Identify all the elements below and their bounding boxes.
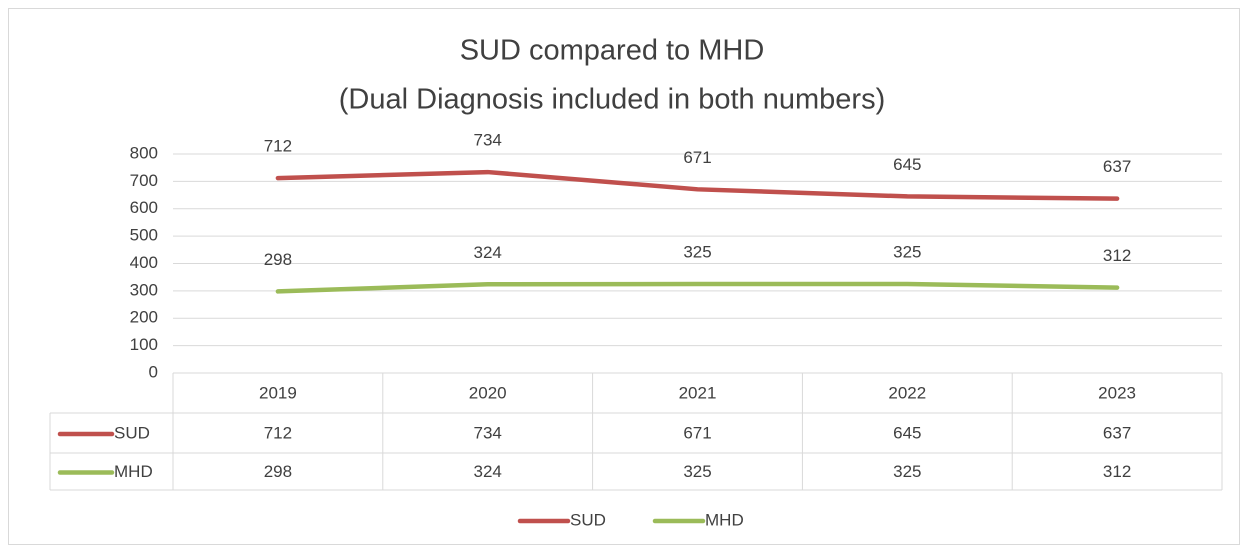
data-label: 325 (683, 243, 711, 262)
data-label: 734 (474, 131, 502, 150)
x-tick-label: 2021 (679, 383, 717, 402)
chart-title: SUD compared to MHD (460, 35, 765, 67)
legend-label: SUD (570, 510, 606, 529)
table-cell: 645 (893, 423, 921, 442)
data-label: 324 (474, 243, 502, 262)
x-tick-label: 2020 (469, 383, 507, 402)
series-line (275, 281, 1120, 294)
table-cell: 298 (264, 462, 292, 481)
y-tick-label: 200 (130, 308, 158, 327)
legend-label: MHD (705, 510, 744, 529)
table-series-name: SUD (114, 423, 150, 442)
chart-title: (Dual Diagnosis included in both numbers… (339, 84, 885, 116)
table-cell: 671 (683, 423, 711, 442)
data-label: 637 (1103, 157, 1131, 176)
table-cell: 312 (1103, 462, 1131, 481)
x-tick-label: 2023 (1098, 383, 1136, 402)
y-tick-label: 500 (130, 226, 158, 245)
y-tick-label: 400 (130, 253, 158, 272)
series-line (275, 169, 1120, 201)
chart-border (8, 8, 1240, 545)
data-label: 325 (893, 243, 921, 262)
y-tick-label: 0 (149, 362, 158, 381)
y-tick-label: 100 (130, 335, 158, 354)
data-label: 645 (893, 155, 921, 174)
data-label: 312 (1103, 246, 1131, 265)
y-tick-label: 700 (130, 171, 158, 190)
x-tick-label: 2019 (259, 383, 297, 402)
table-cell: 325 (893, 462, 921, 481)
x-tick-label: 2022 (888, 383, 926, 402)
table-series-name: MHD (114, 462, 153, 481)
y-tick-label: 800 (130, 143, 158, 162)
data-label: 671 (683, 148, 711, 167)
data-label: 712 (264, 137, 292, 156)
table-cell: 325 (683, 462, 711, 481)
table-cell: 637 (1103, 423, 1131, 442)
table-cell: 324 (474, 462, 502, 481)
y-tick-label: 600 (130, 198, 158, 217)
table-cell: 734 (474, 423, 502, 442)
y-tick-label: 300 (130, 280, 158, 299)
data-label: 298 (264, 250, 292, 269)
table-cell: 712 (264, 423, 292, 442)
